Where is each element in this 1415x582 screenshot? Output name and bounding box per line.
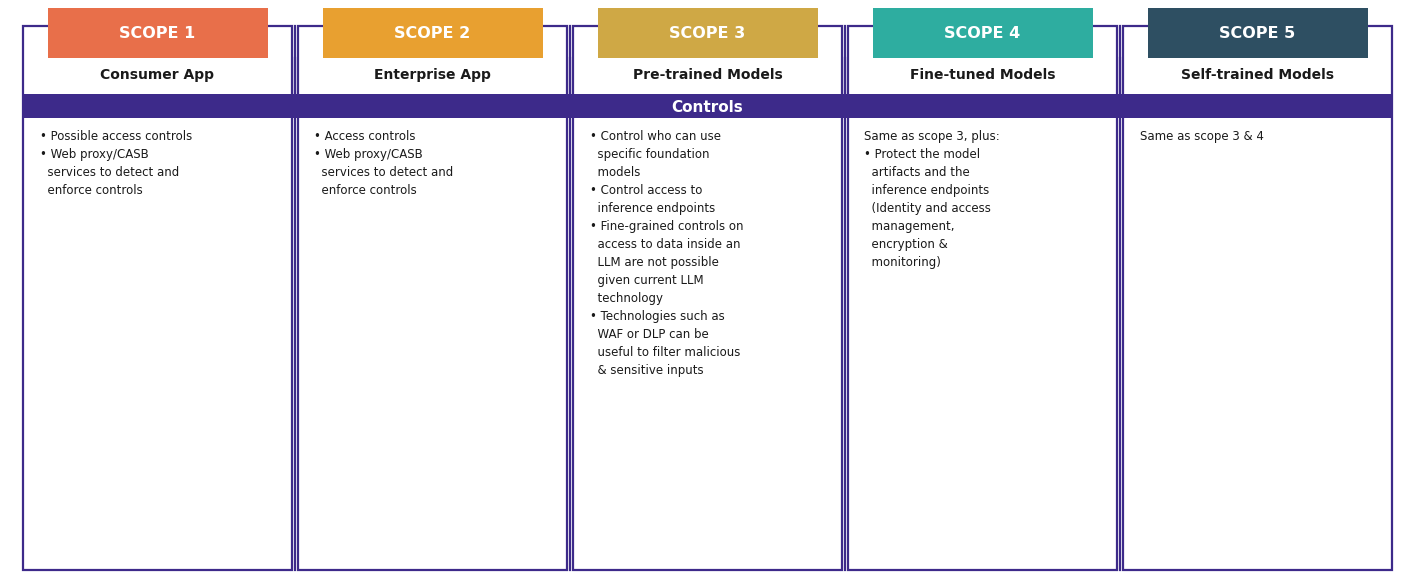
Text: Fine-tuned Models: Fine-tuned Models (910, 68, 1056, 82)
Bar (1149, 24, 1367, 52)
Bar (23, 94, 1392, 118)
Text: SCOPE 5: SCOPE 5 (1220, 27, 1296, 41)
Text: Enterprise App: Enterprise App (374, 68, 491, 82)
Bar (599, 24, 816, 52)
Text: Pre-trained Models: Pre-trained Models (633, 68, 782, 82)
Bar (324, 24, 542, 52)
Text: Same as scope 3, plus:
• Protect the model
  artifacts and the
  inference endpo: Same as scope 3, plus: • Protect the mod… (865, 130, 1000, 269)
Bar (873, 8, 1092, 58)
Bar (873, 24, 1091, 52)
Bar (48, 24, 266, 52)
Bar (1124, 26, 1392, 570)
Bar (48, 8, 267, 58)
Bar (848, 26, 1116, 570)
Bar (573, 26, 842, 570)
Bar (1148, 8, 1367, 58)
Text: SCOPE 1: SCOPE 1 (119, 27, 195, 41)
Bar (323, 8, 542, 58)
Bar (299, 26, 567, 570)
Text: Consumer App: Consumer App (100, 68, 215, 82)
Text: SCOPE 3: SCOPE 3 (669, 27, 746, 41)
Text: SCOPE 4: SCOPE 4 (944, 27, 1020, 41)
Bar (597, 8, 818, 58)
Text: Same as scope 3 & 4: Same as scope 3 & 4 (1139, 130, 1264, 143)
Text: Self-trained Models: Self-trained Models (1182, 68, 1334, 82)
Text: SCOPE 2: SCOPE 2 (395, 27, 471, 41)
Text: • Possible access controls
• Web proxy/CASB
  services to detect and
  enforce c: • Possible access controls • Web proxy/C… (40, 130, 192, 197)
Bar (23, 26, 291, 570)
Text: Controls: Controls (672, 100, 743, 115)
Text: • Access controls
• Web proxy/CASB
  services to detect and
  enforce controls: • Access controls • Web proxy/CASB servi… (314, 130, 454, 197)
Text: • Control who can use
  specific foundation
  models
• Control access to
  infer: • Control who can use specific foundatio… (590, 130, 743, 377)
